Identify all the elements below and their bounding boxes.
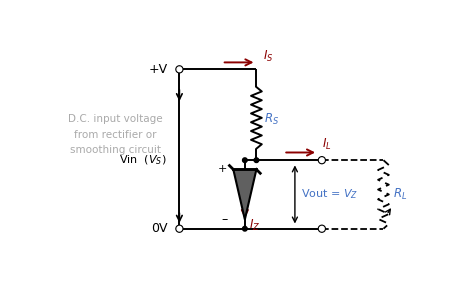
Text: $I_Z$: $I_Z$ (250, 218, 261, 233)
Text: +: + (218, 164, 227, 175)
Circle shape (319, 158, 324, 162)
Circle shape (176, 66, 183, 73)
Circle shape (243, 158, 247, 162)
Text: $I_L$: $I_L$ (322, 137, 332, 152)
Circle shape (177, 226, 182, 231)
Polygon shape (233, 169, 256, 219)
Circle shape (177, 67, 182, 72)
Text: +V: +V (149, 63, 168, 76)
Text: D.C. input voltage
from rectifier or
smoothing circuit: D.C. input voltage from rectifier or smo… (68, 114, 163, 155)
Circle shape (176, 225, 183, 232)
Text: $R_S$: $R_S$ (264, 112, 279, 127)
Circle shape (254, 158, 259, 162)
Circle shape (319, 226, 324, 231)
Text: Vout = $V_Z$: Vout = $V_Z$ (301, 187, 358, 201)
Circle shape (318, 225, 325, 232)
Text: 0V: 0V (151, 222, 168, 235)
Text: $R_L$: $R_L$ (393, 186, 407, 202)
Text: Vin  ($V_S$): Vin ($V_S$) (119, 153, 166, 167)
Circle shape (318, 157, 325, 164)
Text: $I_S$: $I_S$ (262, 49, 273, 64)
Circle shape (243, 226, 247, 231)
Text: –: – (221, 213, 227, 226)
